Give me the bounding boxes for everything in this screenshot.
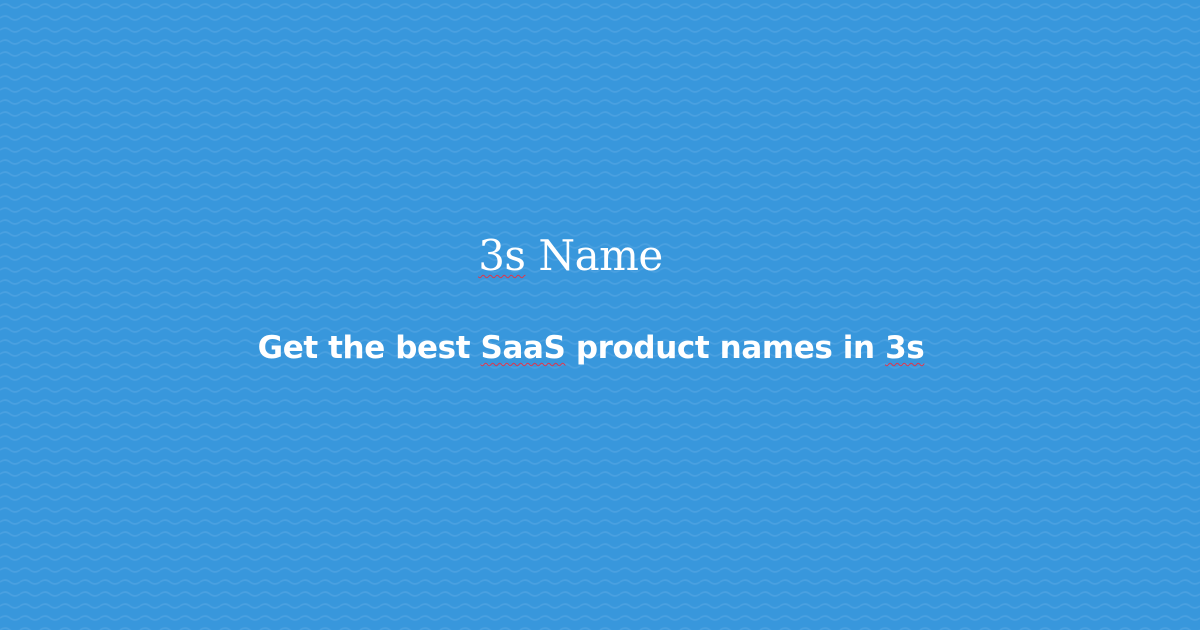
subtitle-3s: 3s bbox=[885, 330, 925, 366]
subtitle-saas: SaaS bbox=[480, 330, 566, 366]
title-prefix: 3s bbox=[478, 231, 526, 280]
title-suffix: Name bbox=[525, 231, 663, 280]
subtitle-container: Get the best SaaS product names in 3s bbox=[0, 326, 1182, 370]
page-subtitle: Get the best SaaS product names in 3s bbox=[258, 326, 925, 370]
title-container: 3s Name bbox=[0, 228, 1141, 284]
subtitle-part2: product names in bbox=[565, 330, 886, 366]
page-title: 3s Name bbox=[478, 228, 663, 284]
subtitle-part1: Get the best bbox=[257, 330, 481, 366]
